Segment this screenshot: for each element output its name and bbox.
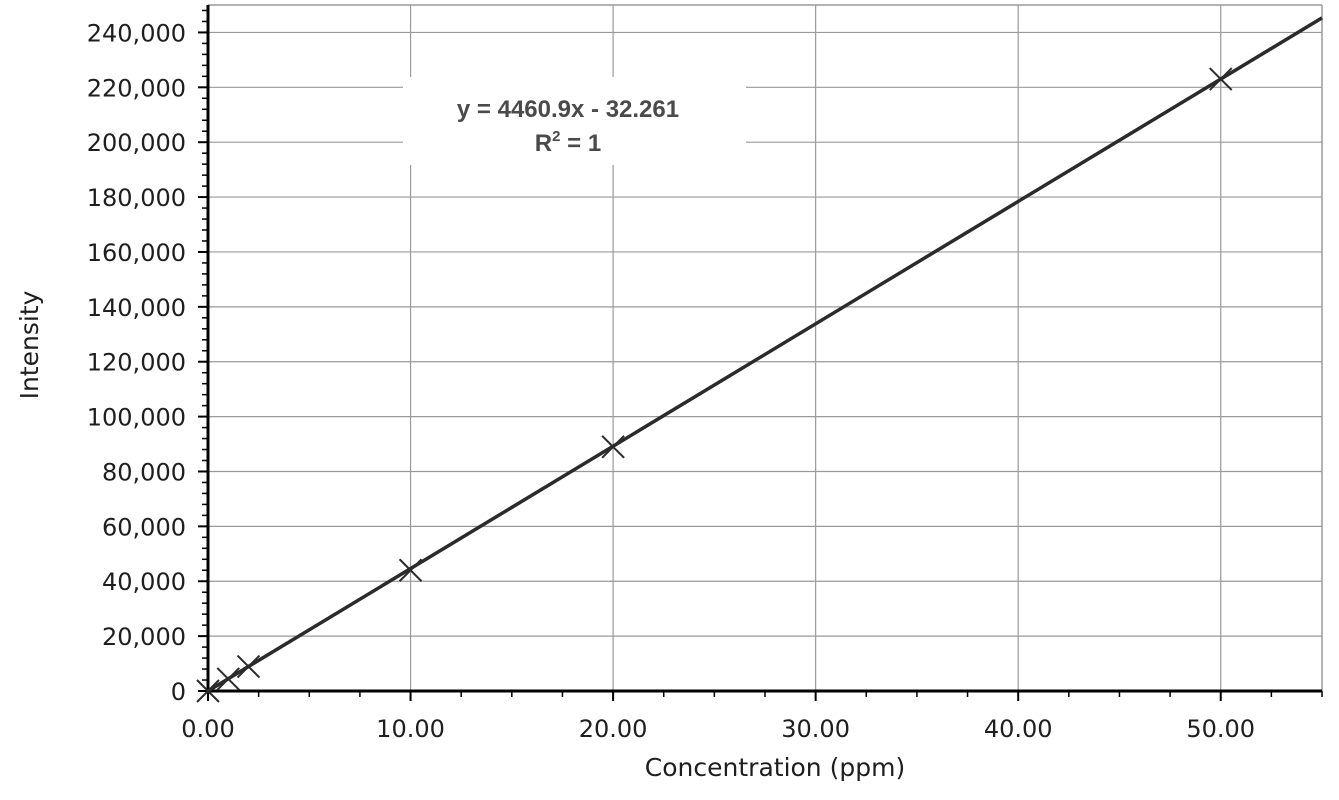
r-squared-r: R bbox=[535, 130, 552, 157]
x-tick-label: 50.00 bbox=[1186, 715, 1255, 743]
data-point bbox=[216, 667, 240, 691]
equation-box-bg bbox=[403, 77, 746, 165]
x-axis-title: Concentration (ppm) bbox=[645, 753, 905, 782]
x-tick-label: 0.00 bbox=[181, 715, 234, 743]
x-tick-label: 30.00 bbox=[781, 715, 850, 743]
y-tick-label: 200,000 bbox=[87, 129, 186, 157]
points-layer bbox=[196, 67, 1233, 703]
data-point-stroke bbox=[601, 435, 625, 459]
trendline bbox=[207, 16, 1323, 693]
grid-layer bbox=[208, 4, 1323, 691]
r-squared-value: = 1 bbox=[560, 130, 601, 157]
data-point bbox=[398, 558, 423, 582]
y-tick-label: 40,000 bbox=[102, 568, 186, 596]
y-tick-label: 160,000 bbox=[87, 239, 186, 267]
data-point-stroke bbox=[1209, 67, 1233, 91]
data-point-stroke bbox=[196, 679, 220, 703]
y-tick-label: 220,000 bbox=[87, 74, 186, 102]
data-point-stroke bbox=[236, 654, 261, 679]
x-tick-label: 10.00 bbox=[376, 715, 445, 743]
r-squared-label: R2 = 1 bbox=[535, 128, 601, 157]
equation-box: y = 4460.9x - 32.261 R2 = 1 bbox=[403, 77, 746, 165]
y-tick-label: 60,000 bbox=[102, 513, 186, 541]
trendline-equation: y = 4460.9x - 32.261 bbox=[457, 96, 679, 123]
y-tick-label: 20,000 bbox=[102, 623, 186, 651]
axis-layer bbox=[198, 5, 1323, 701]
y-tick-label: 140,000 bbox=[87, 294, 186, 322]
y-tick-label: 180,000 bbox=[87, 184, 186, 212]
trendline-layer bbox=[207, 16, 1323, 693]
x-tick-label: 20.00 bbox=[579, 715, 648, 743]
y-tick-label: 0 bbox=[171, 678, 186, 706]
y-tick-label: 120,000 bbox=[87, 349, 186, 377]
data-point bbox=[1209, 67, 1233, 91]
data-point bbox=[236, 654, 261, 679]
data-point-stroke bbox=[398, 558, 423, 582]
tick-label-layer: 0.00 10.00 20.00 30.00 40.00 50.00 0 20,000 40,0… bbox=[87, 19, 1255, 743]
data-point bbox=[601, 435, 625, 459]
y-tick-label: 240,000 bbox=[87, 19, 186, 47]
y-axis-title: Intensity bbox=[15, 290, 44, 399]
y-tick-label: 80,000 bbox=[102, 458, 186, 486]
x-tick-label: 40.00 bbox=[984, 715, 1053, 743]
y-tick-label: 100,000 bbox=[87, 404, 186, 432]
r-squared-exponent: 2 bbox=[552, 128, 560, 145]
data-point bbox=[196, 679, 220, 703]
data-point-stroke bbox=[216, 667, 240, 691]
